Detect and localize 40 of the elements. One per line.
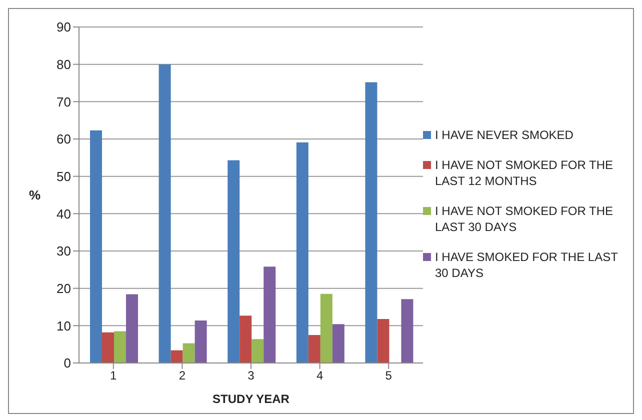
y-tick-label: 0: [64, 356, 71, 371]
bar: [240, 316, 252, 363]
bar: [228, 160, 240, 363]
y-tick-label: 10: [56, 318, 71, 334]
x-tick-label: 1: [110, 368, 118, 383]
bar: [126, 294, 138, 363]
bar: [90, 130, 102, 363]
bar: [194, 320, 207, 363]
bar: [401, 299, 414, 363]
bar: [308, 335, 320, 363]
bar: [114, 331, 126, 363]
legend-label: I HAVE NOT SMOKED FOR THE LAST 12 MONTHS: [435, 157, 614, 189]
bar: [296, 142, 308, 363]
bar: [377, 318, 390, 363]
x-tick-label: 4: [316, 368, 324, 383]
bar: [182, 343, 195, 363]
y-tick-label: 60: [56, 132, 71, 147]
y-tick-label: 80: [56, 56, 71, 72]
y-axis-title: %: [29, 188, 41, 203]
legend-label: I HAVE NOT SMOKED FOR THE LAST 30 DAYS: [435, 203, 614, 235]
y-tick-label: 20: [56, 280, 71, 296]
bar: [320, 294, 332, 363]
legend-label: I HAVE SMOKED FOR THE LAST 30 DAYS: [435, 249, 619, 281]
bar: [252, 339, 264, 363]
bar: [365, 82, 378, 363]
x-tick-label: 5: [385, 368, 392, 383]
y-tick-label: 50: [56, 168, 71, 184]
bar: [158, 64, 171, 363]
y-tick-label: 70: [56, 94, 71, 110]
y-tick-label: 90: [56, 20, 71, 35]
legend-label: I HAVE NEVER SMOKED: [435, 127, 574, 143]
x-tick-label: 2: [178, 368, 186, 383]
y-tick-label: 30: [56, 244, 71, 259]
bar: [102, 332, 114, 363]
bar: [170, 350, 183, 363]
bar: [264, 266, 276, 363]
x-tick-label: 3: [248, 368, 255, 383]
bar: [332, 324, 344, 363]
y-tick-label: 40: [56, 206, 71, 222]
x-axis-title: STUDY YEAR: [212, 392, 290, 406]
